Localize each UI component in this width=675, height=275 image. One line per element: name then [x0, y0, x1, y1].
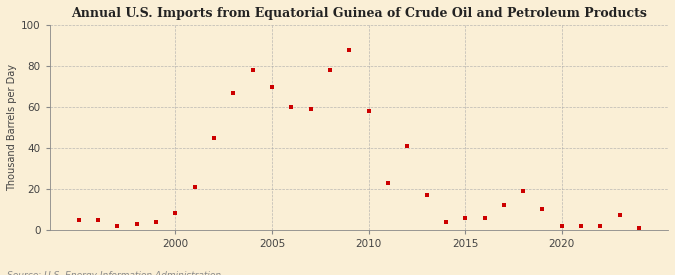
Point — [92, 217, 103, 222]
Point — [595, 224, 606, 228]
Point — [537, 207, 548, 211]
Point — [267, 84, 277, 89]
Text: Source: U.S. Energy Information Administration: Source: U.S. Energy Information Administ… — [7, 271, 221, 275]
Point — [74, 217, 84, 222]
Point — [325, 68, 335, 73]
Point — [460, 215, 470, 220]
Point — [479, 215, 490, 220]
Title: Annual U.S. Imports from Equatorial Guinea of Crude Oil and Petroleum Products: Annual U.S. Imports from Equatorial Guin… — [71, 7, 647, 20]
Point — [170, 211, 181, 216]
Point — [189, 185, 200, 189]
Point — [247, 68, 258, 73]
Point — [421, 193, 432, 197]
Point — [576, 224, 587, 228]
Point — [151, 219, 161, 224]
Point — [441, 219, 452, 224]
Y-axis label: Thousand Barrels per Day: Thousand Barrels per Day — [7, 64, 17, 191]
Point — [363, 109, 374, 113]
Point — [614, 213, 625, 218]
Point — [132, 221, 142, 226]
Point — [518, 189, 529, 193]
Point — [286, 105, 297, 109]
Point — [498, 203, 509, 207]
Point — [556, 224, 567, 228]
Point — [209, 136, 219, 140]
Point — [112, 224, 123, 228]
Point — [634, 226, 645, 230]
Point — [383, 181, 394, 185]
Point — [344, 48, 354, 52]
Point — [228, 90, 239, 95]
Point — [305, 107, 316, 111]
Point — [402, 144, 412, 148]
